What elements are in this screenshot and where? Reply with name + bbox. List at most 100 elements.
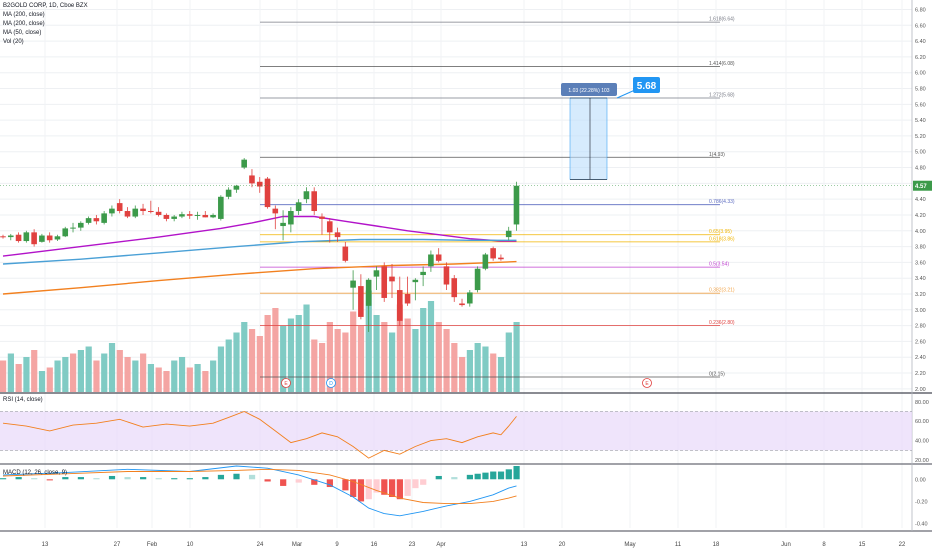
volume-bar <box>451 343 458 392</box>
price-tick-label: 3.60 <box>915 260 926 266</box>
volume-bar <box>85 346 92 392</box>
macd-histogram-bar <box>186 478 193 480</box>
price-tick-label: 4.20 <box>915 213 926 219</box>
price-tick-label: 2.20 <box>915 371 926 377</box>
price-tick-label: 6.00 <box>915 71 926 77</box>
symbol-title: B2GOLD CORP, 1D, Cboe BZX <box>3 3 88 9</box>
candle-body <box>0 236 6 238</box>
candle-body <box>498 257 504 260</box>
price-tick-label: 3.40 <box>915 276 926 282</box>
event-marker <box>281 378 291 388</box>
time-tick-label: 11 <box>675 542 682 548</box>
macd-histogram-bar <box>77 477 84 480</box>
price-tick-label: 5.60 <box>915 102 926 108</box>
candle-body <box>62 228 69 237</box>
volume-bar <box>287 318 295 392</box>
candle-body <box>93 218 100 222</box>
rsi-line <box>2 411 517 459</box>
macd-histogram-bar <box>280 479 287 486</box>
volume-bar <box>396 304 403 392</box>
candle-body <box>490 248 496 259</box>
macd-histogram-bar <box>396 479 403 500</box>
price-tick-label: 2.80 <box>915 324 926 330</box>
volume-bar <box>365 290 372 392</box>
volume-bar <box>435 322 442 392</box>
volume-bar <box>163 371 170 392</box>
macd-histogram-bar <box>202 477 209 480</box>
candle-body <box>505 230 512 238</box>
macd-title: MACD (12, 26, close, 9) <box>3 470 68 476</box>
candle-body <box>326 221 333 233</box>
volume-bar <box>140 353 147 392</box>
volume-bar <box>303 304 310 392</box>
fib-level-label: 0.65(3.95) <box>709 229 732 235</box>
macd-histogram-bar <box>412 479 419 489</box>
volume-bar <box>23 357 30 392</box>
candle-body <box>428 254 434 267</box>
event-marker-label: D <box>329 381 333 387</box>
candle-body <box>210 214 216 218</box>
volume-bar <box>116 350 123 392</box>
legend-ma200-1: MA (200, close) <box>3 12 45 18</box>
candle-body <box>218 196 224 219</box>
time-tick-label: 10 <box>187 542 194 548</box>
candle-body <box>85 218 92 223</box>
price-tick-label: 5.20 <box>915 134 926 140</box>
candle-body <box>31 232 37 245</box>
candle-body <box>109 208 115 214</box>
price-tick-label: 3.00 <box>915 308 926 314</box>
candle-body <box>194 214 201 216</box>
rsi-tick-label: 20.00 <box>915 458 929 464</box>
time-tick-label: 27 <box>114 542 121 548</box>
time-tick-label: Jun <box>781 542 791 548</box>
candle-body <box>342 246 349 261</box>
volume-bar <box>77 350 84 392</box>
volume-bar <box>15 364 22 392</box>
candle-body <box>23 232 30 242</box>
volume-bar <box>490 353 497 392</box>
volume-bar <box>513 322 520 392</box>
macd-histogram-bar <box>124 477 131 480</box>
candle-body <box>288 211 294 225</box>
volume-bar <box>389 332 396 392</box>
candle-body <box>249 175 255 184</box>
volume-bar <box>178 357 186 392</box>
volume-bar <box>0 360 7 392</box>
volume-bar <box>412 329 419 392</box>
candle-body <box>155 211 162 215</box>
candle-body <box>256 181 263 187</box>
volume-bar <box>46 367 53 392</box>
time-tick-label: 9 <box>335 542 339 548</box>
time-tick-label: 20 <box>559 542 566 548</box>
candle-body <box>373 270 380 277</box>
volume-bar <box>295 315 302 392</box>
volume-bar <box>202 371 209 392</box>
macd-histogram-bar <box>490 471 497 480</box>
candle-body <box>54 236 61 240</box>
price-tick-label: 4.40 <box>915 197 926 203</box>
legend-ma50: MA (50, close) <box>3 30 42 36</box>
candle-body <box>482 254 489 269</box>
volume-bar <box>124 357 131 392</box>
candle-body <box>467 292 473 304</box>
volume-bar <box>357 325 365 392</box>
candle-body <box>148 211 154 213</box>
volume-bar <box>54 360 61 392</box>
fib-level-label: 0(2.15) <box>709 371 725 377</box>
candle-body <box>264 178 271 208</box>
volume-bar <box>272 308 279 392</box>
event-marker-label: E <box>645 381 649 387</box>
fib-level-label: 0.618(3.86) <box>709 236 735 242</box>
event-marker-label: E <box>284 381 288 387</box>
macd-histogram-bar <box>420 479 427 485</box>
candle-body <box>474 268 481 291</box>
macd-histogram-bar <box>482 472 489 480</box>
macd-histogram-bar <box>233 473 240 480</box>
time-tick-label: 13 <box>521 542 528 548</box>
last-price-tag <box>913 180 932 191</box>
macd-tick-label: -0.20 <box>915 499 928 505</box>
macd-histogram-bar <box>497 471 505 480</box>
candle-body <box>39 235 45 242</box>
candle-body <box>303 191 310 200</box>
